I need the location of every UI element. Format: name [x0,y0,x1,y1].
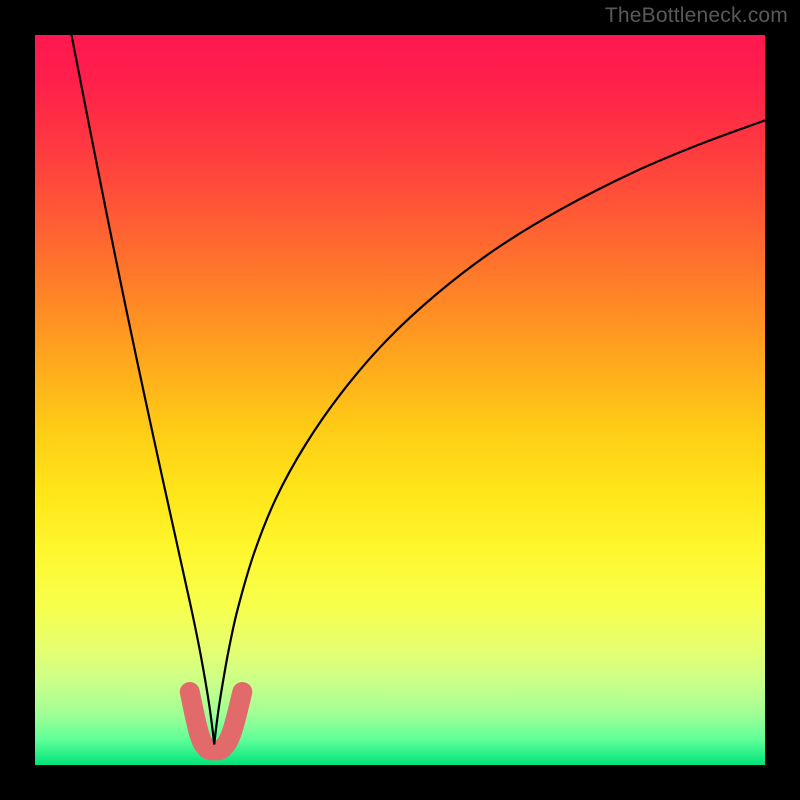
bottleneck-curve [35,35,765,765]
curve-left-branch [72,35,215,745]
plot-area [35,35,765,765]
curve-right-branch [214,120,765,744]
watermark-text: TheBottleneck.com [605,4,788,28]
